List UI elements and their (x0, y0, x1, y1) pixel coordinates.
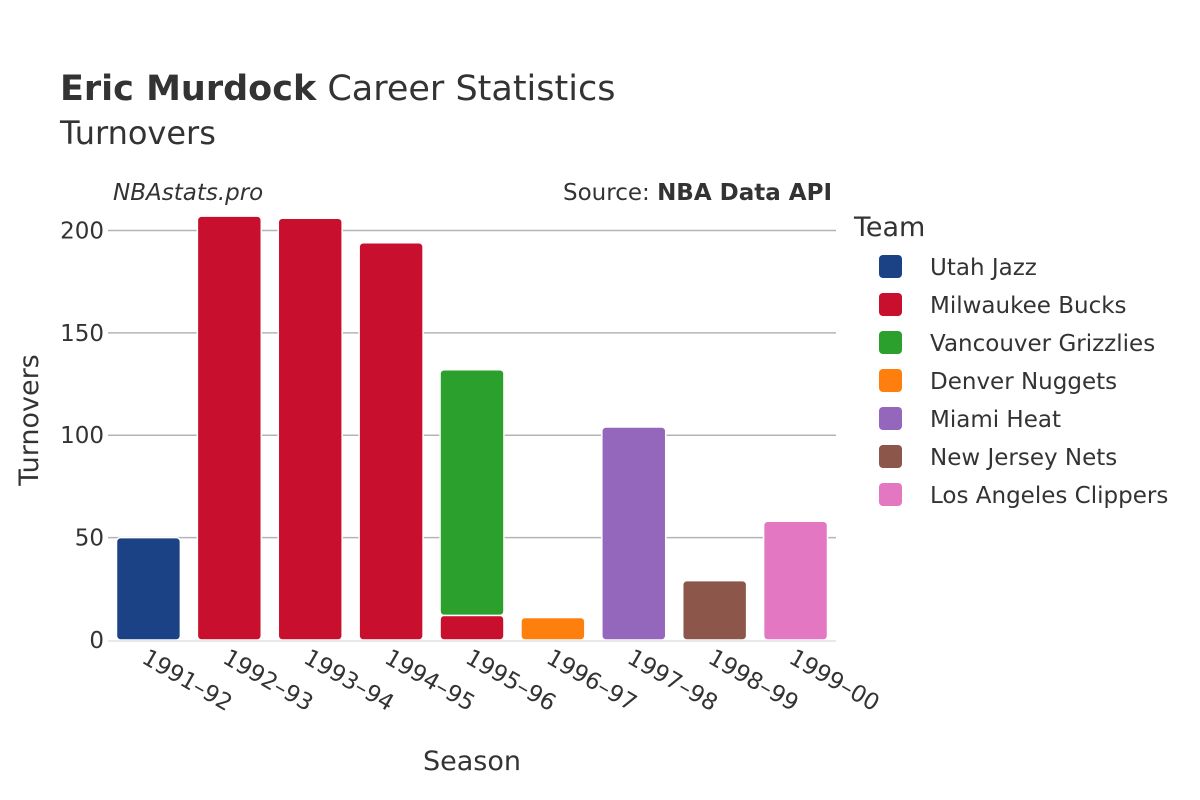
bar-layer (115, 215, 829, 641)
legend-label: Milwaukee Bucks (930, 293, 1127, 319)
bar-milwaukee-bucks[interactable] (358, 242, 424, 641)
legend-label: New Jersey Nets (930, 445, 1117, 471)
source-label: Source: NBA Data API (563, 180, 832, 206)
x-tick-label: 1992–93 (218, 645, 317, 717)
y-tick-label: 150 (60, 321, 104, 347)
y-tick-label: 0 (89, 628, 104, 654)
chart-subtitle: Turnovers (59, 114, 216, 152)
bar-utah-jazz[interactable] (115, 536, 182, 641)
source-prefix: Source: (563, 180, 657, 206)
legend-label: Vancouver Grizzlies (930, 331, 1155, 357)
x-tick-label: 1998–99 (704, 645, 803, 717)
legend-swatch (879, 331, 902, 354)
bar-los-angeles-clippers[interactable] (762, 520, 829, 641)
chart-title-rest: Career Statistics (316, 69, 615, 109)
legend-item[interactable]: New Jersey Nets (879, 445, 1117, 471)
legend-title: Team (853, 212, 925, 243)
legend-swatch (879, 445, 902, 468)
legend-swatch (879, 293, 902, 316)
chart-title: Eric Murdock Career Statistics (60, 69, 615, 109)
legend-item[interactable]: Milwaukee Bucks (879, 293, 1127, 319)
x-tick-label: 1991–92 (137, 645, 236, 717)
x-tick-label: 1994–95 (380, 645, 479, 717)
source-name: NBA Data API (657, 180, 832, 206)
legend-label: Miami Heat (930, 407, 1061, 433)
x-tick-label: 1999–00 (785, 645, 884, 717)
bar-milwaukee-bucks[interactable] (196, 215, 263, 641)
legend-swatch (879, 407, 902, 430)
legend-item[interactable]: Miami Heat (879, 407, 1061, 433)
legend: Utah Jazz Milwaukee Bucks Vancouver Grizzl… (879, 255, 1168, 509)
y-tick-label: 100 (60, 423, 104, 449)
x-axis-title: Season (423, 746, 521, 777)
chart-title-player: Eric Murdock (60, 69, 317, 109)
bar-milwaukee-bucks[interactable] (439, 614, 505, 641)
legend-item[interactable]: Utah Jazz (879, 255, 1037, 281)
bar-new-jersey-nets[interactable] (681, 579, 748, 641)
bar-vancouver-grizzlies[interactable] (439, 368, 505, 617)
x-tick-label: 1995–96 (461, 645, 560, 717)
y-tick-label: 200 (60, 218, 104, 244)
bar-denver-nuggets[interactable] (520, 616, 586, 641)
x-tick-label: 1997–98 (623, 645, 722, 717)
legend-swatch (879, 255, 902, 278)
legend-label: Los Angeles Clippers (930, 483, 1168, 509)
legend-item[interactable]: Los Angeles Clippers (879, 483, 1168, 509)
bar-milwaukee-bucks[interactable] (277, 217, 343, 641)
bar-miami-heat[interactable] (601, 426, 667, 641)
x-tick-label: 1993–94 (299, 645, 398, 717)
legend-label: Utah Jazz (930, 255, 1037, 281)
legend-label: Denver Nuggets (930, 369, 1117, 395)
y-axis-title: Turnovers (14, 354, 45, 487)
y-tick-label: 50 (75, 526, 104, 552)
x-tick-label: 1996–97 (542, 645, 641, 717)
legend-swatch (879, 483, 902, 506)
watermark: NBAstats.pro (113, 180, 263, 206)
legend-swatch (879, 369, 902, 392)
legend-item[interactable]: Vancouver Grizzlies (879, 331, 1155, 357)
legend-item[interactable]: Denver Nuggets (879, 369, 1117, 395)
